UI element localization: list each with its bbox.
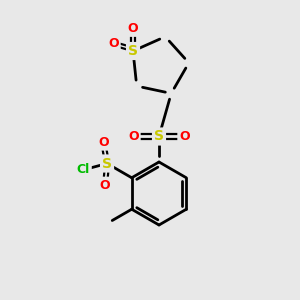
Text: Cl: Cl [77,164,90,176]
Text: O: O [179,130,190,143]
Text: S: S [128,44,138,58]
Text: O: O [128,130,139,143]
Text: O: O [128,22,138,35]
Text: S: S [102,157,112,170]
Text: S: S [154,130,164,143]
Text: O: O [100,178,110,191]
Text: O: O [108,37,119,50]
Text: O: O [98,136,109,149]
